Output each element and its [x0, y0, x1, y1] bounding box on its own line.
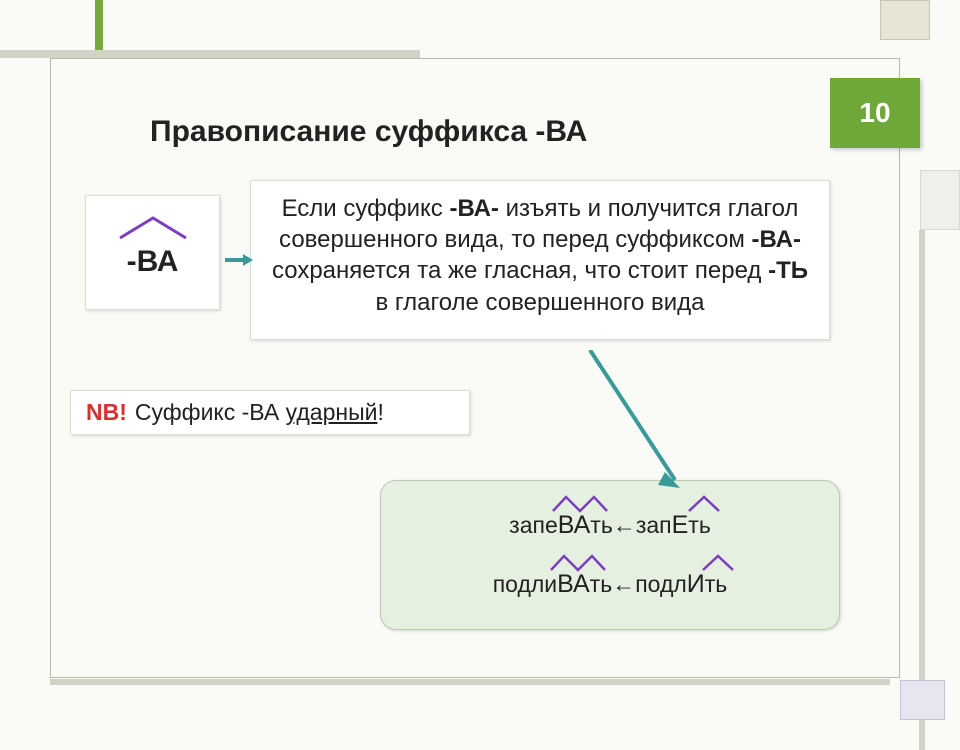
arrow-right-icon	[225, 252, 255, 268]
rule-text-1: Если суффикс	[282, 195, 450, 222]
examples-box: запеВАть ← запЕть подлиВАть ← подлИть	[380, 480, 840, 630]
example-word: подлиВАть	[493, 570, 613, 599]
nb-t1: Суффикс -ВА	[135, 399, 286, 425]
va-label: -ВА	[127, 245, 179, 279]
arrow-left-text: ←	[613, 512, 636, 539]
connector-arrow-icon	[580, 350, 700, 500]
example-row-1: запеВАть ← запЕть	[509, 511, 711, 540]
deco-block-topright	[880, 0, 930, 40]
page-number: 10	[859, 97, 890, 129]
nb-label: NB!	[86, 399, 127, 426]
nb-t2: !	[377, 399, 383, 425]
suffix-hat-icon	[701, 552, 735, 572]
rule-bold-3: -ТЬ	[768, 257, 808, 284]
example-row-2: подлиВАть ← подлИть	[493, 570, 728, 599]
example-word: запЕть	[636, 511, 711, 540]
deco-line-bottom	[50, 679, 890, 685]
page-number-badge: 10	[830, 78, 920, 148]
deco-block-right	[920, 170, 960, 230]
rule-box: Если суффикс -ВА- изъять и получится гла…	[250, 180, 830, 340]
rule-text-3: сохраняется та же гласная, что стоит пер…	[272, 257, 768, 284]
nb-underline: ударный	[286, 399, 378, 425]
example-word: запеВАть	[509, 511, 613, 540]
va-box: -ВА	[85, 195, 220, 310]
rule-bold-2: -ВА-	[752, 226, 801, 253]
rule-bold-1: -ВА-	[449, 195, 498, 222]
arrow-left-text: ←	[612, 571, 635, 598]
suffix-hat-icon	[549, 552, 607, 572]
rule-text-4: в глаголе совершенного вида	[375, 289, 704, 316]
deco-line-right	[919, 230, 925, 750]
suffix-hat-icon	[118, 214, 188, 240]
page-title: Правописание суффикса -ВА	[150, 115, 587, 149]
example-word: подлИть	[635, 570, 727, 599]
deco-block-botright	[900, 680, 945, 720]
nb-text: Суффикс -ВА ударный!	[135, 399, 384, 426]
nb-box: NB! Суффикс -ВА ударный!	[70, 390, 470, 435]
deco-line-left	[0, 50, 420, 58]
